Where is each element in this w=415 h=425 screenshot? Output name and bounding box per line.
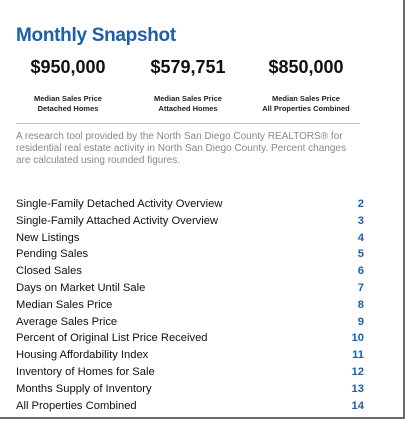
title: Monthly Snapshot — [16, 25, 176, 46]
toc-row: All Properties Combined 14 — [16, 400, 364, 417]
label-line: Detached Homes — [37, 104, 99, 113]
toc-row: New Listings 4 — [16, 232, 364, 249]
toc-page: 11 — [352, 349, 364, 362]
toc-page: 2 — [357, 198, 364, 210]
snapshot-item: $850,000 Median Sales Price All Propertie… — [246, 57, 366, 114]
toc-page: 6 — [357, 265, 364, 278]
label-line: Median Sales Price — [154, 94, 222, 103]
toc-title: Single-Family Detached Activity Overview — [16, 198, 223, 210]
toc-page: 14 — [351, 399, 364, 412]
toc-title: Days on Market Until Sale — [16, 281, 146, 294]
snapshot-value: $950,000 — [30, 57, 106, 77]
toc-row: Months Supply of Inventory 13 — [16, 383, 364, 400]
toc-page: 13 — [351, 382, 364, 395]
label-line: Median Sales Price — [34, 94, 102, 103]
divider — [16, 123, 360, 124]
toc-title: Percent of Original List Price Received — [16, 332, 208, 345]
toc-page: 8 — [357, 298, 364, 311]
toc-page: 9 — [357, 315, 364, 328]
toc-row: Housing Affordability Index 11 — [16, 349, 364, 366]
toc-row: Average Sales Price 9 — [16, 316, 364, 333]
toc-title: Inventory of Homes for Sale — [16, 365, 155, 378]
toc-page: 4 — [357, 231, 364, 244]
toc-title: Housing Affordability Index — [16, 349, 149, 362]
toc-row: Inventory of Homes for Sale 12 — [16, 366, 364, 383]
toc-page: 10 — [351, 332, 364, 345]
snapshot-item: $579,751 Median Sales Price Attached Home… — [128, 57, 248, 114]
snapshot-label: Median Sales Price Attached Homes — [128, 94, 248, 114]
toc-row: Closed Sales 6 — [16, 265, 364, 282]
toc-title: Months Supply of Inventory — [16, 382, 152, 395]
table-of-contents: Single-Family Detached Activity Overview… — [16, 198, 364, 416]
snapshot-item: $950,000 Median Sales Price Detached Home… — [8, 57, 128, 114]
toc-title: Average Sales Price — [16, 315, 118, 328]
toc-row: Single-Family Attached Activity Overview… — [16, 215, 364, 232]
toc-page: 7 — [357, 281, 364, 294]
snapshot-label: Median Sales Price All Properties Combine… — [246, 94, 366, 114]
toc-title: Pending Sales — [16, 248, 89, 261]
label-line: All Properties Combined — [262, 104, 350, 113]
toc-page: 5 — [357, 248, 364, 261]
label-line: Median Sales Price — [272, 94, 340, 103]
snapshot-value: $850,000 — [268, 57, 344, 77]
toc-row: Days on Market Until Sale 7 — [16, 282, 364, 299]
toc-row: Single-Family Detached Activity Overview… — [16, 198, 364, 215]
label-line: Attached Homes — [158, 104, 218, 113]
toc-page: 3 — [357, 214, 364, 227]
toc-row: Percent of Original List Price Received 1… — [16, 332, 364, 349]
panel: Monthly Snapshot $950,000 Median Sales P… — [0, 0, 405, 419]
toc-title: Single-Family Attached Activity Overview — [16, 214, 219, 227]
toc-page: 12 — [351, 365, 364, 378]
toc-row: Median Sales Price 8 — [16, 299, 364, 316]
toc-title: Median Sales Price — [16, 298, 113, 311]
snapshot-value: $579,751 — [150, 57, 226, 77]
description: A research tool provided by the North Sa… — [16, 131, 346, 166]
snapshot-label: Median Sales Price Detached Homes — [8, 94, 128, 114]
toc-title: All Properties Combined — [16, 399, 137, 412]
toc-title: New Listings — [16, 231, 80, 244]
toc-title: Closed Sales — [16, 265, 82, 278]
toc-row: Pending Sales 5 — [16, 248, 364, 265]
